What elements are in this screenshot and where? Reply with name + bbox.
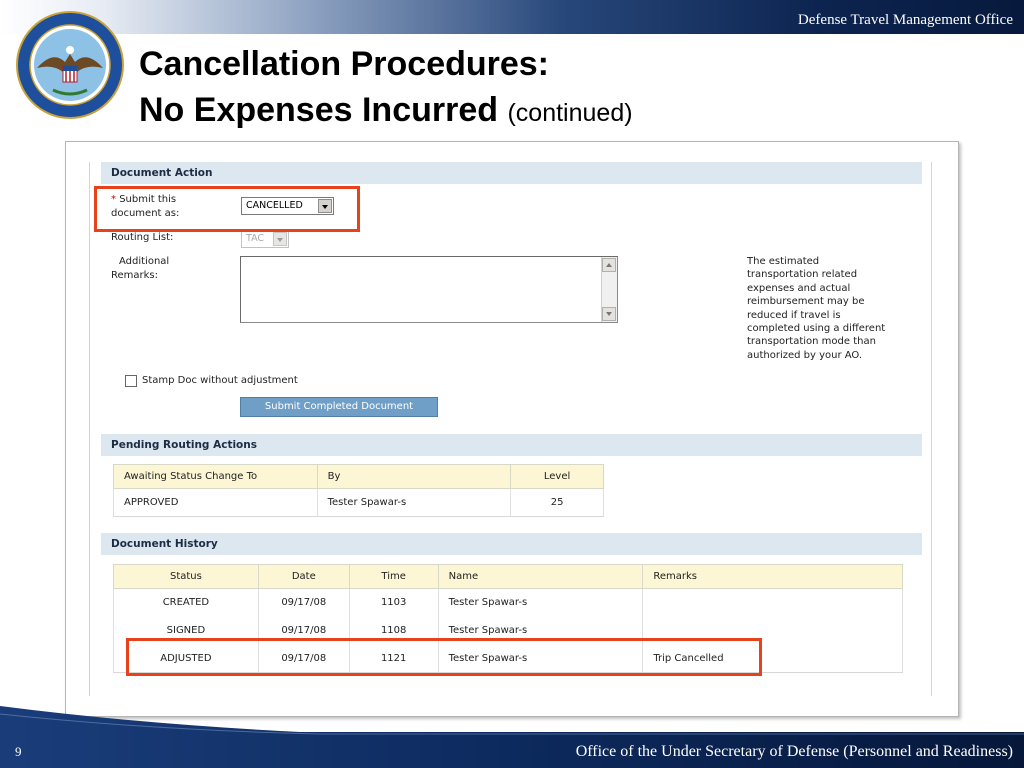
remarks-textarea[interactable] xyxy=(240,256,618,323)
document-action-header: Document Action xyxy=(101,162,922,184)
column-header: Level xyxy=(510,464,604,489)
top-banner xyxy=(0,0,1024,34)
table-cell: Tester Spawar-s xyxy=(316,488,512,517)
submit-as-label-line2: document as: xyxy=(111,208,180,219)
table-row: APPROVED Tester Spawar-s 25 xyxy=(113,488,604,517)
column-header: Remarks xyxy=(642,564,903,589)
table-row: CREATED 09/17/08 1103 Tester Spawar-s xyxy=(113,588,903,617)
organization-name-top: Defense Travel Management Office xyxy=(797,12,1013,28)
table-row: ADJUSTED 09/17/08 1121 Tester Spawar-s T… xyxy=(113,644,903,673)
table-cell: APPROVED xyxy=(113,488,318,517)
remarks-label-line1: Additional xyxy=(119,256,170,267)
column-header: Awaiting Status Change To xyxy=(113,464,318,489)
organization-name-bottom: Office of the Under Secretary of Defense… xyxy=(575,743,1013,760)
table-cell: ADJUSTED xyxy=(113,644,259,673)
slide-title-line1: Cancellation Procedures: xyxy=(139,45,550,83)
chevron-down-icon[interactable] xyxy=(318,199,332,213)
column-header: Status xyxy=(113,564,259,589)
table-cell: 09/17/08 xyxy=(257,644,350,673)
routing-list-value: TAC xyxy=(246,233,265,244)
slide-title-main: No Expenses Incurred xyxy=(139,91,499,129)
submit-as-label-line1: Submit this xyxy=(119,194,177,205)
note-line: completed using a different xyxy=(747,323,886,335)
note-line: expenses and actual xyxy=(747,282,851,294)
column-header: Date xyxy=(257,564,350,589)
required-marker: * xyxy=(111,194,116,205)
highlight-adjusted-row xyxy=(126,638,762,676)
remarks-scrollbar[interactable] xyxy=(601,257,617,322)
page-number: 9 xyxy=(15,744,22,759)
note-line: authorized by your AO. xyxy=(747,349,863,361)
table-cell: Tester Spawar-s xyxy=(437,588,644,617)
scroll-down-icon[interactable] xyxy=(602,307,616,321)
table-cell: 1121 xyxy=(348,644,439,673)
pending-routing-header: Pending Routing Actions xyxy=(101,434,922,456)
left-border-line xyxy=(89,162,90,696)
transportation-note: The estimated transportation related exp… xyxy=(747,255,885,362)
note-line: The estimated xyxy=(747,256,820,267)
chevron-down-icon xyxy=(273,232,287,246)
slide-title-line2: No Expenses Incurred (continued) xyxy=(139,90,633,133)
submit-completed-document-button[interactable]: Submit Completed Document xyxy=(240,397,438,417)
note-line: transportation mode than xyxy=(747,336,876,348)
table-cell: 09/17/08 xyxy=(257,588,350,617)
submit-as-label: * Submit this document as: xyxy=(111,193,179,221)
table-cell: 25 xyxy=(510,488,604,517)
column-header: Name xyxy=(437,564,644,589)
table-cell: Tester Spawar-s xyxy=(437,644,644,673)
table-cell: Trip Cancelled xyxy=(642,644,903,673)
table-cell: CREATED xyxy=(113,588,259,617)
remarks-label: Additional Remarks: xyxy=(111,255,169,283)
pending-routing-table: Awaiting Status Change To By Level APPRO… xyxy=(113,464,604,517)
routing-list-select: TAC xyxy=(241,230,289,248)
stamp-doc-checkbox[interactable] xyxy=(125,375,137,387)
highlight-submit-as xyxy=(94,186,360,232)
column-header: Time xyxy=(348,564,439,589)
note-line: transportation related xyxy=(747,269,858,281)
stamp-doc-label: Stamp Doc without adjustment xyxy=(142,375,298,386)
column-header: By xyxy=(316,464,512,489)
submit-as-value: CANCELLED xyxy=(246,200,303,211)
note-line: reduced if travel is xyxy=(747,309,841,321)
note-line: reimbursement may be xyxy=(747,296,865,308)
table-cell: 1103 xyxy=(348,588,439,617)
scroll-up-icon[interactable] xyxy=(602,258,616,272)
remarks-label-line2: Remarks: xyxy=(111,270,159,281)
submit-as-select[interactable]: CANCELLED xyxy=(241,197,334,215)
bottom-banner xyxy=(0,706,1024,768)
document-history-header: Document History xyxy=(101,533,922,555)
right-border-line xyxy=(931,162,932,696)
routing-list-label: Routing List: xyxy=(111,232,174,243)
table-cell xyxy=(642,588,903,617)
slide-title-sub: (continued) xyxy=(507,99,633,127)
dod-seal-icon xyxy=(15,10,125,120)
